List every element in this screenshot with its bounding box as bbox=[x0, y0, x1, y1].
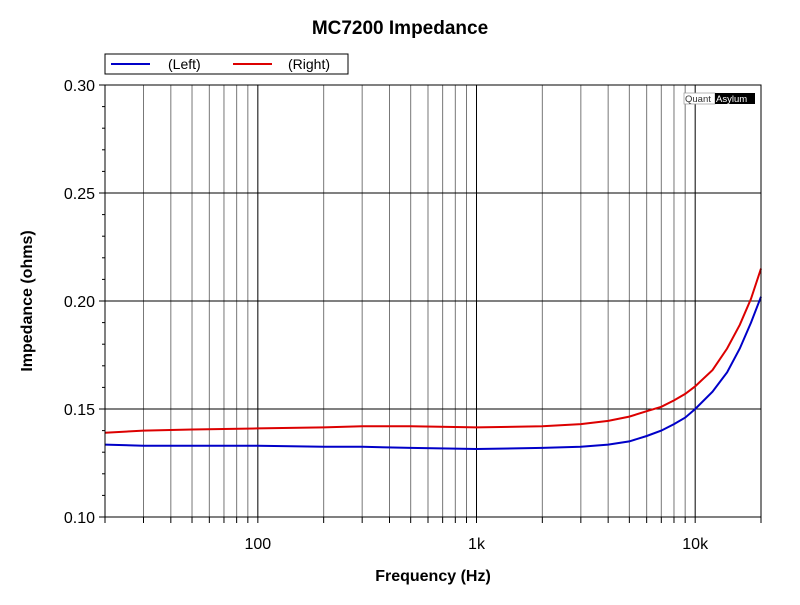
chart-title: MC7200 Impedance bbox=[312, 18, 488, 39]
x-tick-label: 1k bbox=[468, 536, 486, 553]
legend: (Left) (Right) bbox=[104, 53, 349, 75]
x-ticks: 100 1k 10k bbox=[104, 517, 762, 553]
watermark-logo: Quant Asylum bbox=[683, 92, 755, 105]
y-tick-label: 0.30 bbox=[64, 78, 95, 95]
series-line-right bbox=[104, 268, 762, 434]
x-tick-label: 100 bbox=[244, 536, 271, 553]
legend-box bbox=[104, 53, 349, 75]
y-axis-label: Impedance (ohms) bbox=[19, 230, 36, 371]
y-ticks: 0.10 0.15 0.20 0.25 0.30 bbox=[64, 78, 105, 527]
watermark-asylum: Asylum bbox=[716, 94, 747, 105]
y-tick-label: 0.10 bbox=[64, 510, 95, 527]
watermark-quant: Quant bbox=[685, 94, 711, 105]
series-line-left bbox=[104, 296, 762, 451]
y-tick-label: 0.25 bbox=[64, 186, 95, 203]
legend-label-right: (Right) bbox=[288, 56, 330, 72]
y-tick-label: 0.15 bbox=[64, 402, 95, 419]
x-axis-label: Frequency (Hz) bbox=[375, 568, 491, 585]
curves bbox=[104, 268, 762, 451]
x-tick-label: 10k bbox=[682, 536, 709, 553]
grid bbox=[104, 84, 762, 518]
legend-label-left: (Left) bbox=[168, 56, 201, 72]
y-tick-label: 0.20 bbox=[64, 294, 95, 311]
